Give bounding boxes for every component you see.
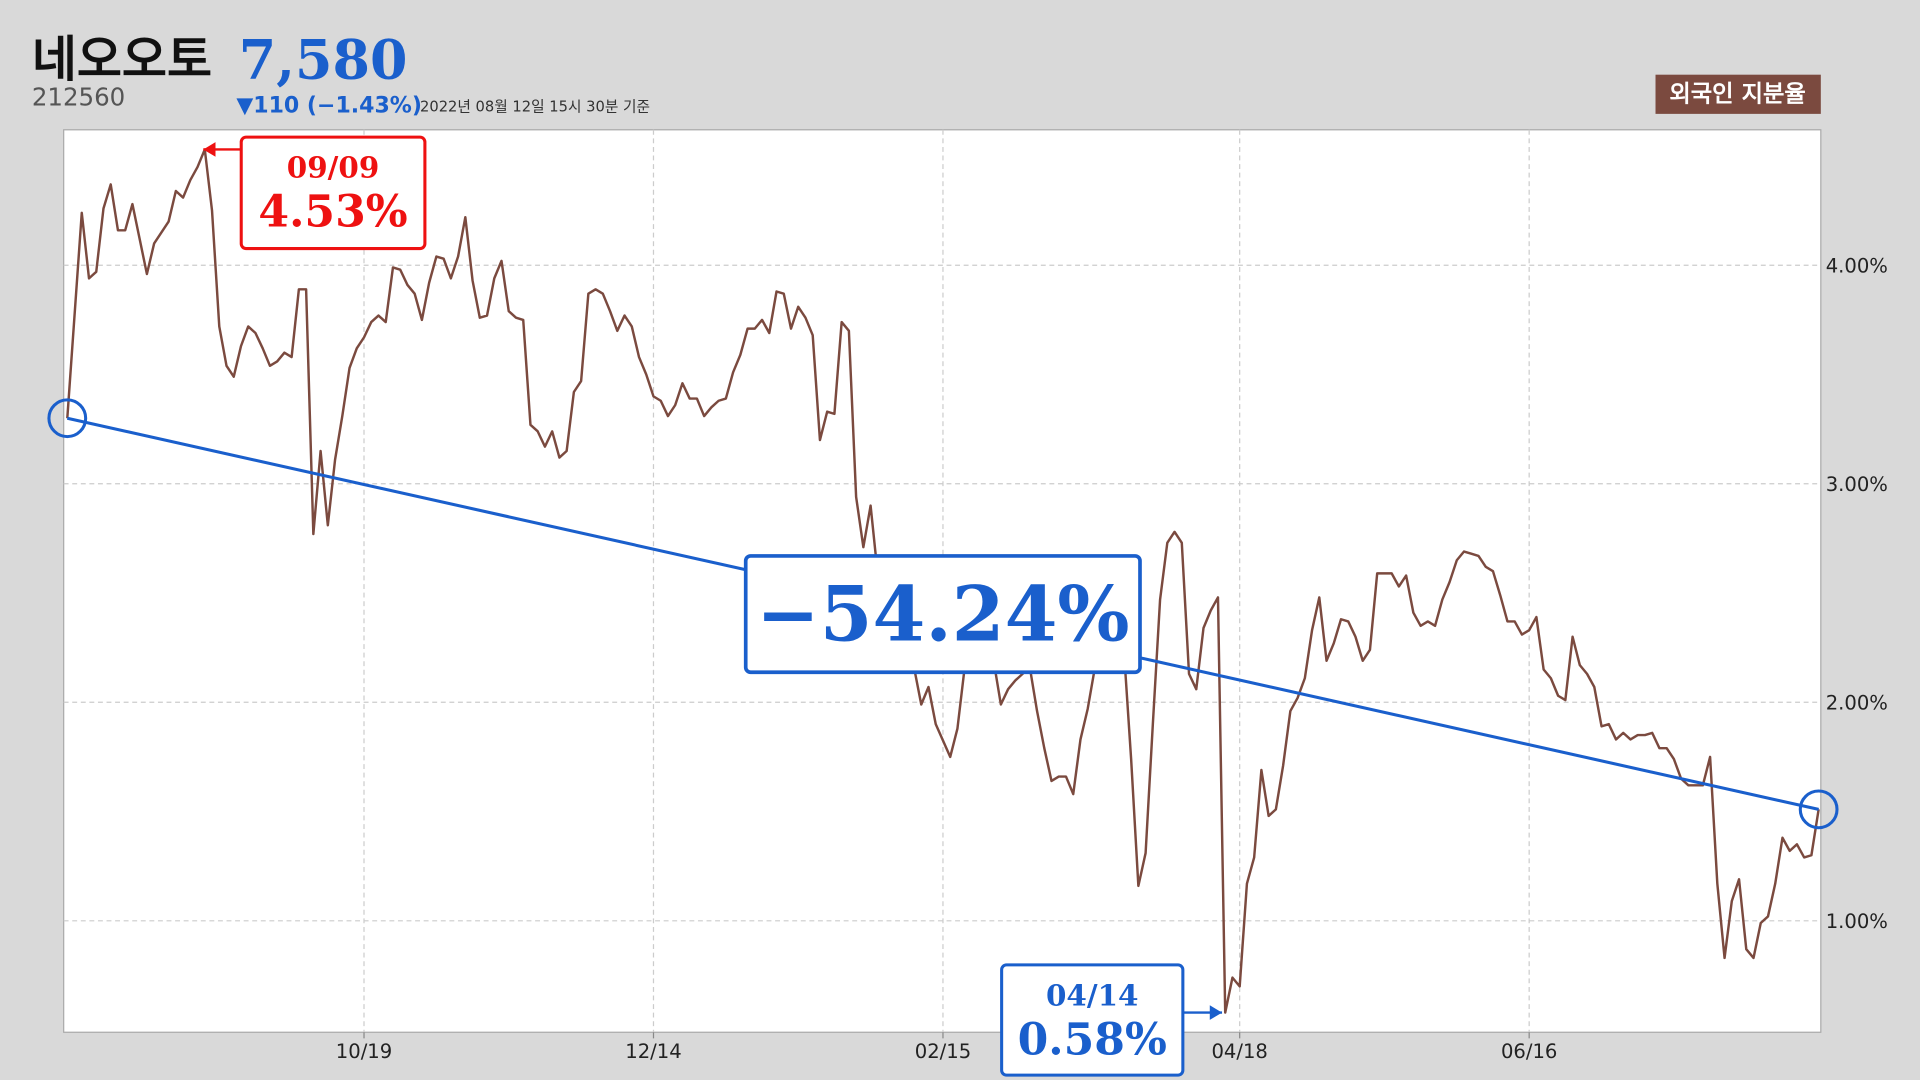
trend-endpoint [47,398,88,439]
change-box [743,554,1142,675]
x-tick-label: 02/15 [915,1040,971,1063]
annotation-date: 04/14 [1046,977,1139,1012]
annotation-box [1000,963,1185,1077]
x-tick-label: 12/14 [625,1040,681,1063]
y-tick-label: 2.00% [1826,692,1888,715]
stock-code: 212560 [32,82,125,111]
trend-endpoint [1798,789,1839,830]
x-tick-label: 10/19 [336,1040,392,1063]
timestamp: 2022년 08월 12일 15시 30분 기준 [420,98,650,115]
arrow-head [1209,1005,1223,1020]
annotation-date: 09/09 [287,150,379,185]
badge-bg [1655,74,1821,114]
price: 7,580 [239,27,408,91]
y-tick-label: 4.00% [1826,255,1888,278]
price-change: ▼110 (−1.43%) [236,94,422,119]
x-tick-label: 06/16 [1501,1040,1557,1063]
y-tick-label: 3.00% [1826,473,1888,496]
badge: 외국인 지분율 [1669,81,1805,108]
annotations: −54.24% 09/094.53% 04/140.58% [203,135,1223,1077]
data-line [66,148,1820,1014]
change-label: −54.24% [756,569,1129,658]
x-tick-label: 04/18 [1211,1040,1267,1063]
annotation-value: 0.58% [1018,1014,1167,1065]
annotation-value: 4.53% [258,187,407,238]
grid: 1.00% 2.00% 3.00% 4.00% 10/19 12/14 02/15 04/18… [63,129,1888,1063]
arrow-head [203,142,216,157]
annotation-box [239,135,427,251]
stock-name: 네오오토 [32,31,212,88]
y-tick-label: 1.00% [1826,910,1888,933]
